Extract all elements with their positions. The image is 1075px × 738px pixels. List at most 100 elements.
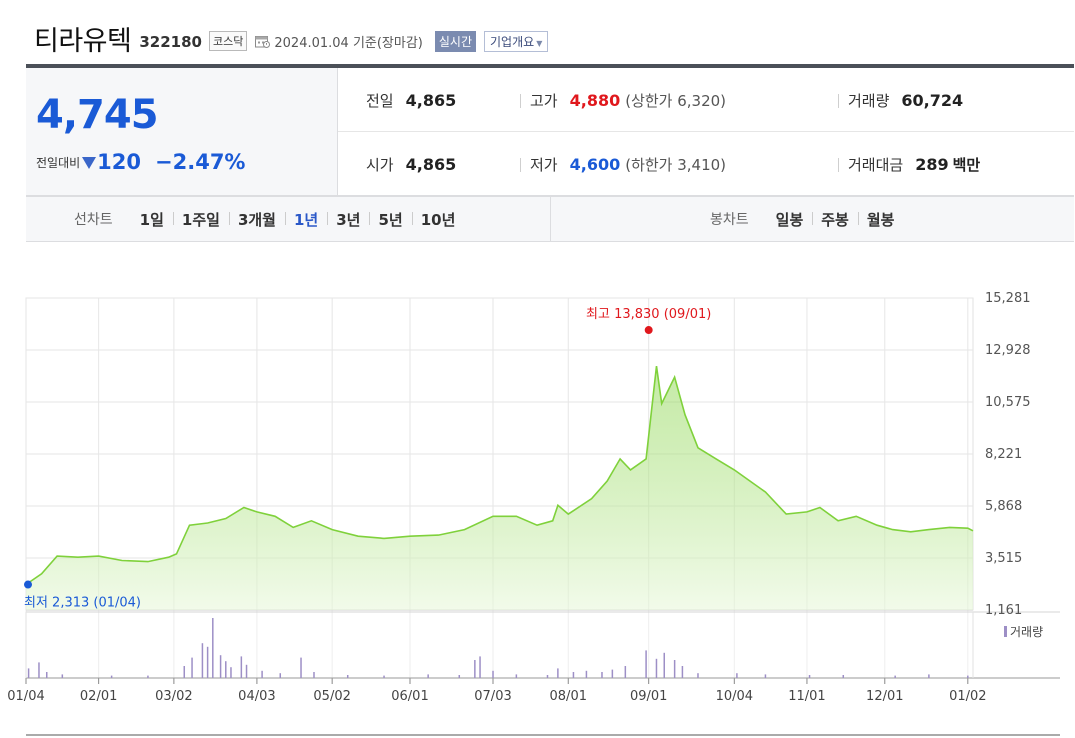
volume-bar (515, 674, 518, 678)
change-percent: −2.47% (155, 150, 246, 174)
change-value: 120 (97, 150, 142, 174)
low-price: 저가 4,600 (하한가 3,410) (520, 132, 726, 196)
volume-bar (736, 673, 738, 678)
x-tick-label: 11/01 (788, 689, 825, 704)
volume-label: 거래량 (848, 91, 890, 110)
volume-bar (201, 643, 204, 678)
lower-limit: (하한가 3,410) (625, 155, 727, 174)
volume-bar (645, 650, 647, 678)
down-triangle-icon (82, 157, 97, 169)
chart-marks (24, 326, 653, 589)
volume-bar (261, 670, 263, 678)
price-area (26, 366, 973, 610)
x-tick-label: 02/01 (80, 689, 117, 704)
x-tick-label: 08/01 (550, 689, 587, 704)
prev-close-label: 전일 (366, 91, 394, 110)
volume-bar (673, 660, 676, 678)
open-label: 시가 (366, 155, 394, 174)
current-price-box: 4,745 전일대비 120 −2.47% (26, 68, 338, 196)
volume-bar (663, 652, 666, 678)
volume-bar (225, 661, 227, 678)
quote-details: 전일 4,865 고가 4,880 (상한가 6,320) 거래량 60,724… (338, 68, 1074, 196)
chart-labels: 15,281 12,928 10,575 8,221 5,868 3,515 1,161 01… (7, 291, 1043, 704)
volume-bar (313, 672, 315, 678)
x-tick-label: 04/03 (238, 689, 275, 704)
candle-daily[interactable]: 일봉 (775, 210, 804, 229)
y-tick-label: 8,221 (985, 447, 1022, 462)
volume-bar (557, 668, 559, 678)
period-divider (550, 197, 551, 241)
period-1y[interactable]: 1년 (284, 209, 327, 230)
high-price: 고가 4,880 (상한가 6,320) (520, 68, 726, 132)
x-tick-label: 03/02 (155, 689, 192, 704)
volume-bar (279, 673, 282, 678)
y-tick-label: 10,575 (985, 395, 1031, 410)
x-tick-label: 10/04 (716, 689, 753, 704)
volume-bar (38, 662, 40, 678)
volume-bar (206, 646, 209, 678)
volume-legend-label: 거래량 (1010, 625, 1043, 639)
volume-bar (697, 673, 699, 678)
volume-bar (110, 675, 113, 678)
period-1d[interactable]: 1일 (139, 210, 164, 229)
x-tick-label: 09/01 (630, 689, 667, 704)
realtime-button[interactable]: 실시간 (434, 30, 477, 52)
change-label: 전일대비 (36, 155, 81, 170)
volume-bar (240, 656, 243, 678)
open-price: 시가 4,865 (366, 132, 456, 196)
high-value: 4,880 (569, 90, 621, 110)
company-overview-label: 기업개요 (490, 34, 535, 49)
x-tick-label: 01/02 (949, 689, 986, 704)
volume-bar (230, 667, 232, 678)
volume-bar (212, 618, 214, 678)
volume-bar (300, 657, 302, 678)
volume-bar (191, 657, 193, 678)
volume-bar (183, 666, 186, 678)
y-tick-label: 3,515 (985, 551, 1022, 566)
quote-row: 시가 4,865 저가 4,600 (하한가 3,410) 거래대금 289 백… (338, 132, 1074, 196)
x-tick-label: 12/01 (866, 689, 903, 704)
volume-bar (492, 670, 494, 678)
volume-bar (346, 675, 349, 678)
caret-down-icon: ▼ (536, 38, 543, 48)
period-1w[interactable]: 1주일 (172, 209, 229, 230)
candle-monthly[interactable]: 월봉 (857, 209, 904, 230)
low-value: 4,600 (569, 154, 621, 174)
volume-bar (458, 675, 461, 678)
candle-chart-periods: 봉차트 일봉 주봉 월봉 (710, 197, 903, 241)
volume-bar (655, 658, 658, 678)
change-row: 전일대비 120 −2.47% (36, 150, 245, 174)
period-3m[interactable]: 3개월 (228, 209, 285, 230)
low-label: 저가 (530, 155, 558, 174)
volume-bar (967, 675, 969, 678)
period-10y[interactable]: 10년 (411, 209, 465, 230)
volume-bar (546, 675, 549, 678)
company-overview-dropdown[interactable]: 기업개요 ▼ (484, 30, 549, 52)
volume-bar (585, 670, 588, 678)
period-5y[interactable]: 5년 (369, 209, 411, 230)
candle-weekly[interactable]: 주봉 (812, 209, 858, 230)
volume-bar (479, 656, 481, 678)
stock-header: 티라유텍 322180 코스닥 2024.01.04 기준(장마감) 실시간 기… (34, 20, 549, 57)
x-tick-label: 01/04 (7, 689, 44, 704)
volume-bar (624, 666, 627, 678)
period-3y[interactable]: 3년 (327, 209, 369, 230)
calendar-icon (255, 36, 271, 48)
volume-bar (474, 660, 476, 678)
high-marker (644, 326, 653, 335)
volume-bar (611, 669, 614, 678)
volume-bar (46, 672, 48, 678)
low-marker (24, 580, 32, 589)
stock-code: 322180 (139, 33, 202, 51)
y-tick-label: 5,868 (985, 499, 1022, 514)
x-tick-label: 07/03 (474, 689, 511, 704)
volume-bar (681, 666, 684, 678)
company-name: 티라유텍 (34, 25, 132, 57)
line-chart-title: 선차트 (74, 212, 113, 228)
volume-bar (928, 674, 930, 678)
quote-panel: 4,745 전일대비 120 −2.47% 전일 4,865 고가 4,880 … (26, 64, 1074, 196)
chart-grid (25, 297, 1060, 736)
x-tick-label: 06/01 (391, 689, 428, 704)
volume-bar (808, 675, 811, 678)
market-badge: 코스닥 (209, 31, 248, 51)
